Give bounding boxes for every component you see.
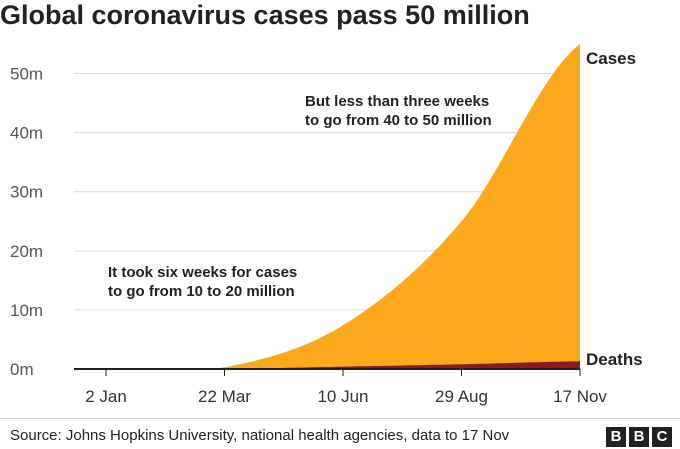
series-label-cases: Cases bbox=[586, 49, 636, 68]
series-areas bbox=[74, 44, 580, 369]
bbc-logo-letter: C bbox=[652, 427, 672, 447]
series-label-deaths: Deaths bbox=[586, 350, 643, 369]
x-tick-label: 10 Jun bbox=[317, 387, 368, 406]
y-tick-label: 50m bbox=[10, 65, 43, 84]
area-chart: 0m 10m 20m 30m 40m 50m 2 Jan 22 Mar 10 Jun 29 Aug… bbox=[10, 44, 643, 406]
x-tick-label: 17 Nov bbox=[553, 387, 607, 406]
bbc-logo: B B C bbox=[606, 427, 672, 447]
x-tick-label: 29 Aug bbox=[435, 387, 488, 406]
annotation-line: to go from 40 to 50 million bbox=[305, 112, 492, 129]
x-tick-label: 22 Mar bbox=[198, 387, 251, 406]
annotation-text: But less than three weeks to go from 40 t… bbox=[305, 93, 492, 129]
chart-labels: 0m 10m 20m 30m 40m 50m 2 Jan 22 Mar 10 Jun 29 Aug… bbox=[10, 49, 643, 406]
cases-area bbox=[74, 44, 580, 369]
axes bbox=[74, 368, 581, 376]
y-tick-label: 30m bbox=[10, 183, 43, 202]
y-tick-label: 0m bbox=[10, 360, 34, 379]
deaths-area bbox=[74, 361, 580, 369]
chart-title: Global coronavirus cases pass 50 million bbox=[0, 0, 530, 30]
bbc-logo-letter: B bbox=[629, 427, 649, 447]
y-tick-label: 10m bbox=[10, 301, 43, 320]
bbc-logo-letter: B bbox=[606, 427, 626, 447]
annotation-line: to go from 10 to 20 million bbox=[108, 283, 295, 300]
annotation-text: It took six weeks for cases to go from 10… bbox=[108, 264, 297, 300]
annotation-line: But less than three weeks bbox=[305, 93, 489, 110]
y-tick-label: 20m bbox=[10, 242, 43, 261]
source-note: Source: Johns Hopkins University, nation… bbox=[10, 427, 510, 444]
annotation-line: It took six weeks for cases bbox=[108, 264, 297, 281]
x-tick-label: 2 Jan bbox=[85, 387, 127, 406]
y-tick-label: 40m bbox=[10, 124, 43, 143]
footer: Source: Johns Hopkins University, nation… bbox=[0, 418, 680, 449]
